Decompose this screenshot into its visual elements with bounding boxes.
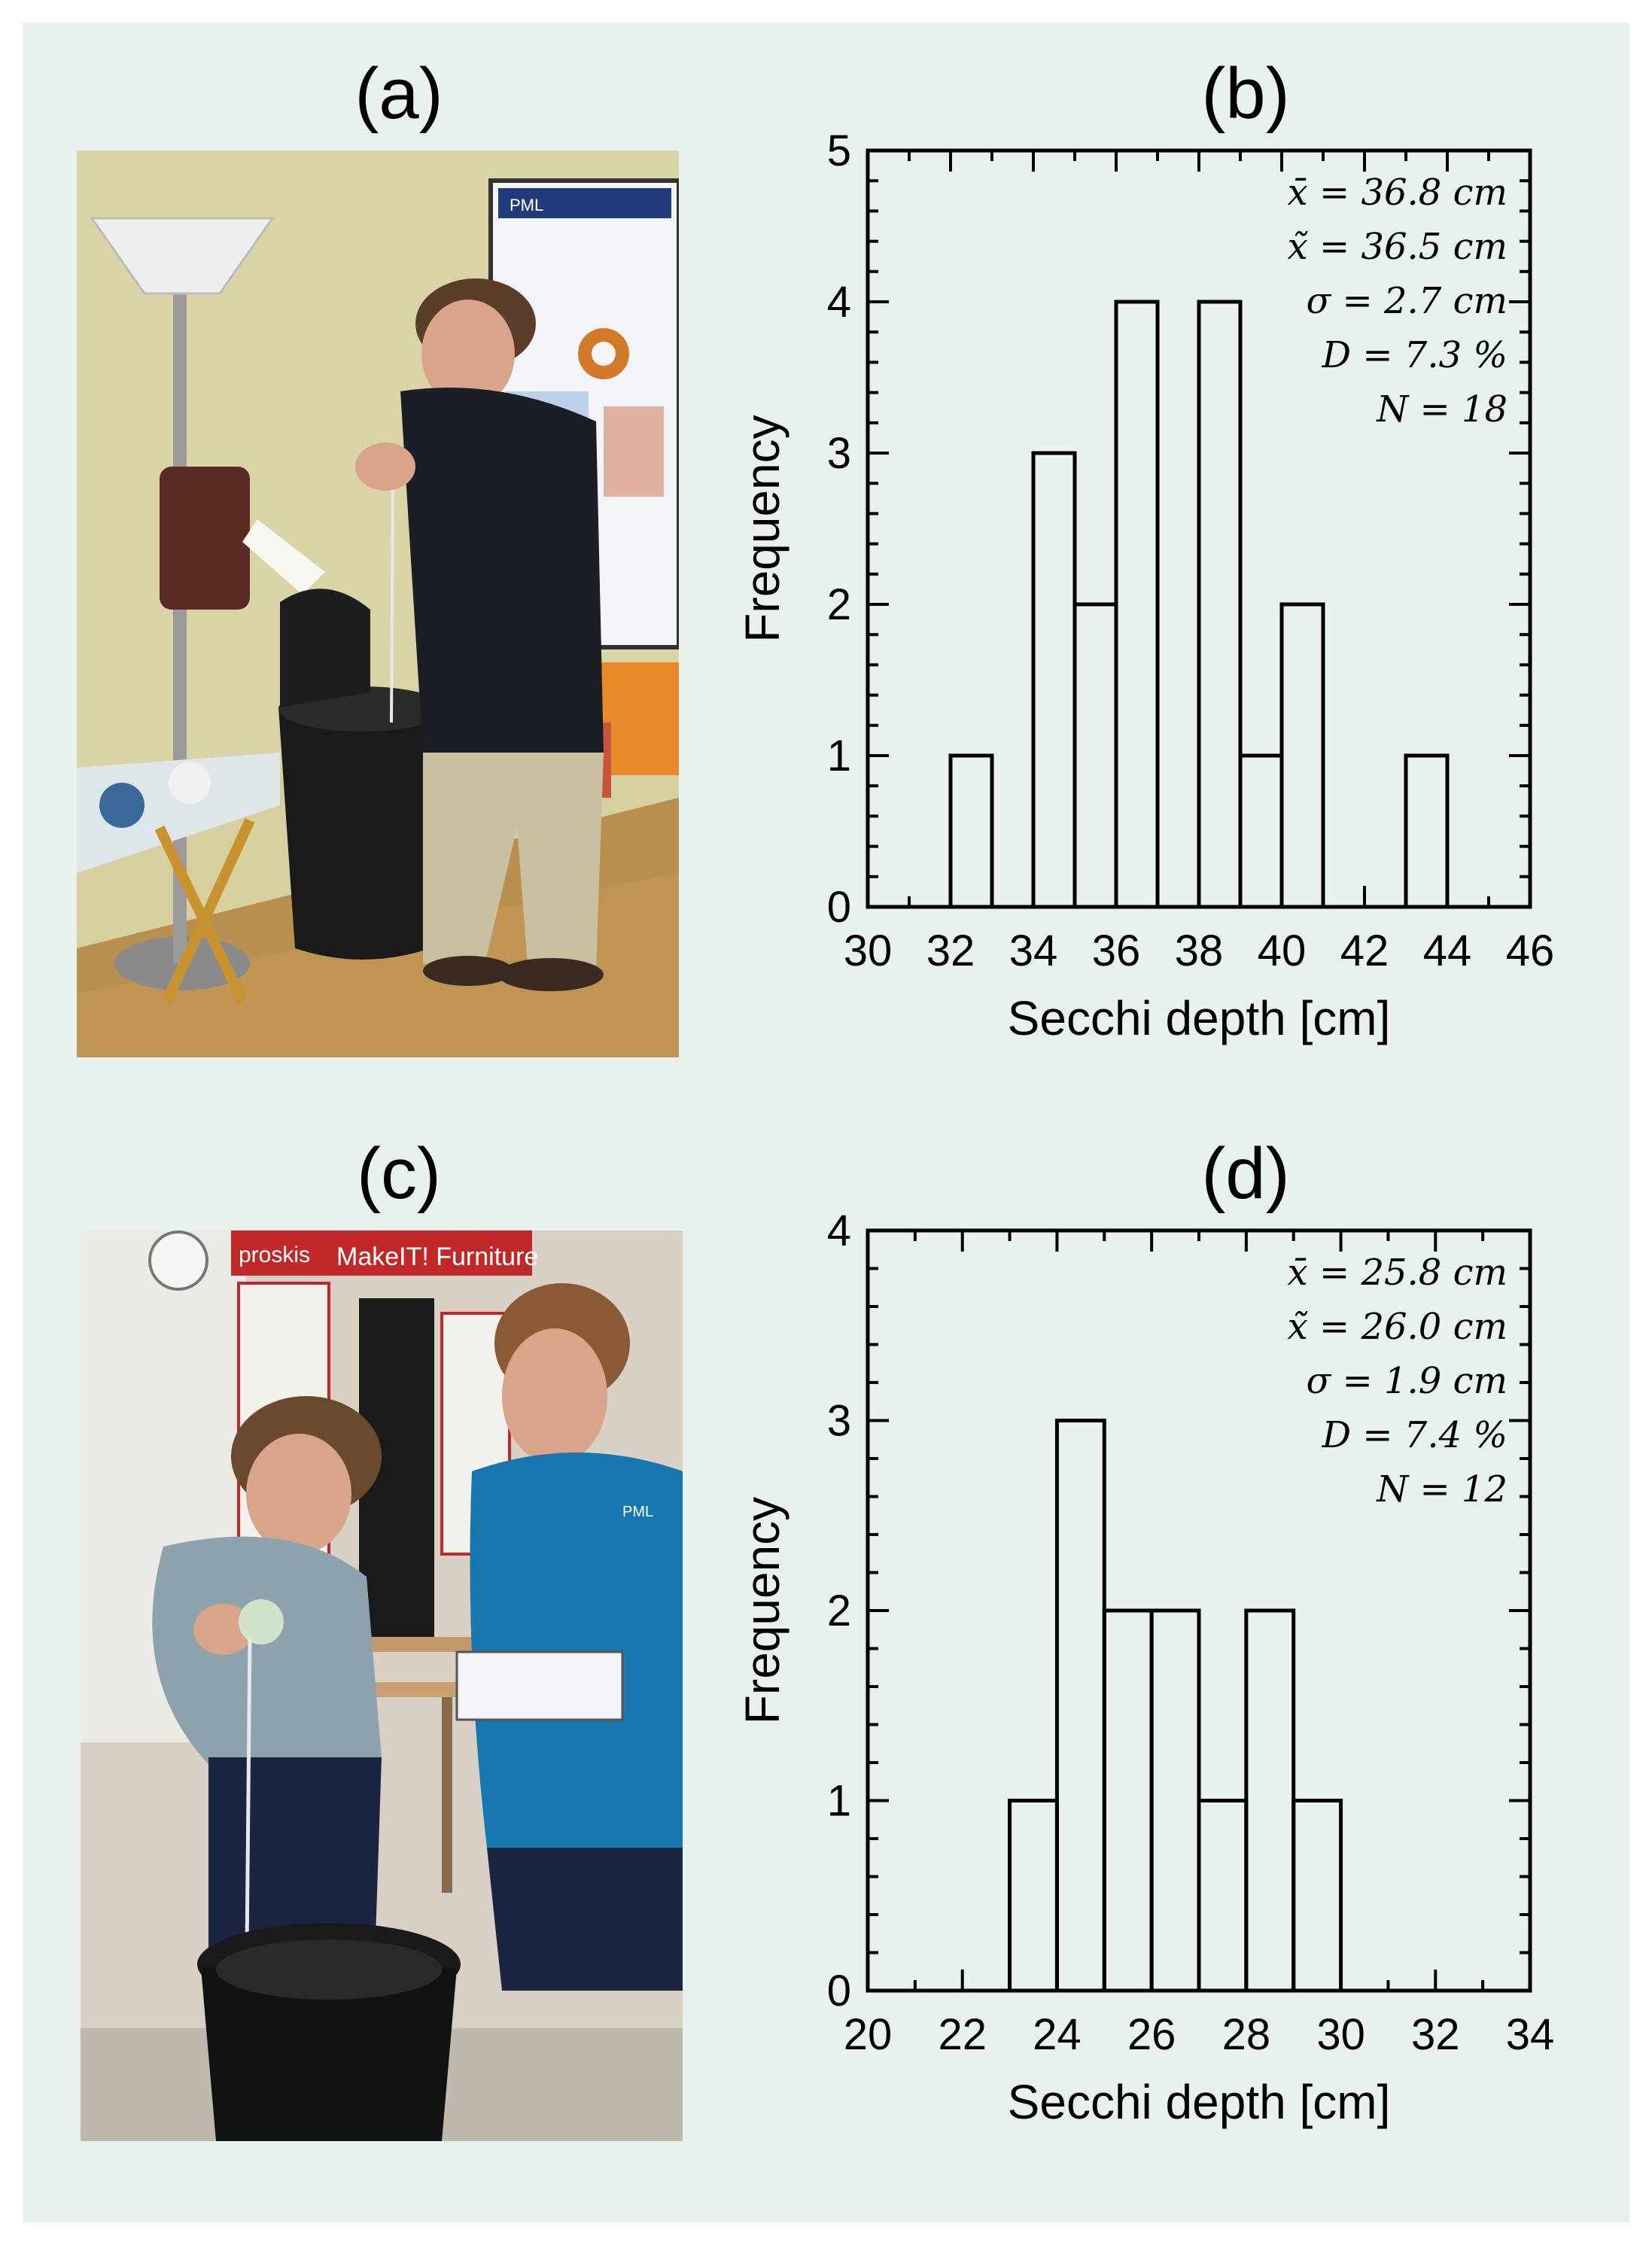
y-tick-label: 0 — [827, 883, 851, 932]
x-tick-label: 36 — [1092, 926, 1141, 975]
y-tick-label: 4 — [827, 278, 851, 327]
y-tick-label: 3 — [827, 429, 851, 478]
x-tick-label: 38 — [1175, 926, 1224, 975]
panel-label-c: (c) — [357, 1133, 441, 1214]
x-tick-label: 32 — [926, 926, 975, 975]
x-tick-label: 42 — [1340, 926, 1389, 975]
banner-brand-text: proskis — [239, 1243, 310, 1267]
x-axis-title: Secchi depth [cm] — [1008, 991, 1391, 1045]
x-tick-label: 32 — [1411, 2010, 1460, 2059]
histogram-bar — [1008, 1799, 1059, 1993]
poster-heading-text: PML — [510, 196, 543, 214]
x-tick-label: 24 — [1033, 2010, 1082, 2059]
y-tick-label: 2 — [827, 1586, 851, 1635]
x-tick-label: 28 — [1222, 2010, 1271, 2059]
panel-label-d: (d) — [1201, 1133, 1290, 1214]
y-tick-label: 5 — [827, 126, 851, 175]
stats-annotation: x̃ = 26.0 cm — [1288, 1306, 1507, 1348]
y-tick-label: 2 — [827, 580, 851, 629]
x-tick-label: 46 — [1506, 926, 1555, 975]
stats-annotation: x̄ = 36.8 cm — [1288, 172, 1507, 214]
stats-annotation: N = 12 — [1376, 1468, 1507, 1510]
histogram-bar — [1291, 1799, 1343, 1993]
stats-annotation: D = 7.3 % — [1322, 334, 1507, 376]
histogram-bar — [1197, 1799, 1249, 1993]
y-axis-title: Frequency — [735, 1497, 789, 1724]
histogram-bar — [1244, 1608, 1296, 1993]
panel-label-b: (b) — [1201, 53, 1290, 134]
y-axis-title: Frequency — [735, 415, 789, 642]
x-tick-label: 30 — [844, 926, 893, 975]
photo-c-two-people-measuring-bin: proskis MakeIT! Furniture P — [81, 1230, 683, 2141]
figure-panel: (a) PML — [23, 23, 1629, 2222]
x-axis-title: Secchi depth [cm] — [1008, 2075, 1391, 2129]
x-tick-label: 34 — [1506, 2010, 1555, 2059]
stats-annotation: D = 7.4 % — [1322, 1414, 1507, 1456]
y-tick-label: 3 — [827, 1397, 851, 1446]
x-tick-label: 22 — [938, 2010, 987, 2059]
stats-annotation: x̃ = 36.5 cm — [1288, 226, 1507, 268]
y-tick-label: 4 — [827, 1206, 851, 1255]
stats-annotation: σ = 1.9 cm — [1307, 1360, 1508, 1402]
photo-a-person-measuring-bin: PML — [77, 151, 679, 1057]
y-tick-label: 1 — [827, 1777, 851, 1826]
stats-annotation: x̄ = 25.8 cm — [1288, 1252, 1507, 1294]
x-tick-label: 34 — [1009, 926, 1058, 975]
x-tick-label: 40 — [1258, 926, 1307, 975]
histogram-bar — [1054, 1419, 1106, 1993]
histogram-bar — [1102, 1608, 1154, 1993]
stats-annotation: σ = 2.7 cm — [1307, 280, 1508, 322]
x-tick-label: 26 — [1127, 2010, 1176, 2059]
y-tick-label: 1 — [827, 732, 851, 780]
stats-annotation: N = 18 — [1376, 388, 1507, 430]
x-tick-label: 30 — [1316, 2010, 1365, 2059]
histogram-bar — [1149, 1608, 1201, 1993]
panel-label-a: (a) — [354, 53, 443, 134]
shirt-logo-text: PML — [622, 1504, 653, 1520]
x-tick-label: 44 — [1423, 926, 1472, 975]
x-tick-label: 20 — [844, 2010, 893, 2059]
banner-text: MakeIT! Furniture — [336, 1243, 538, 1271]
y-tick-label: 0 — [827, 1967, 851, 2015]
